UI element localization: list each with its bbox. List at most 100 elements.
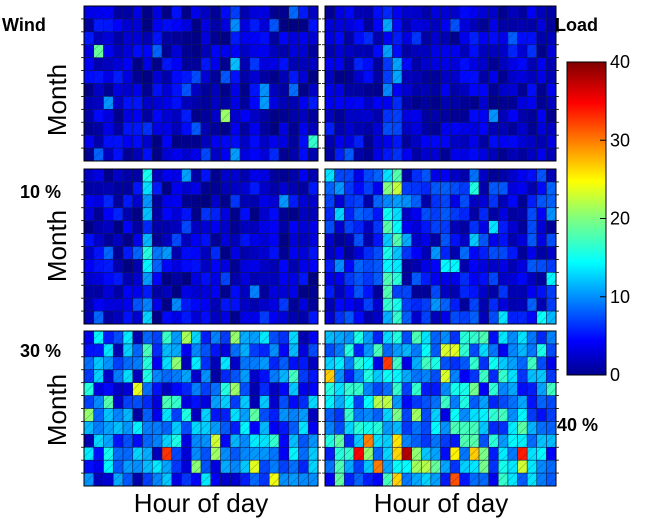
hatch-line xyxy=(325,331,362,368)
heatmap-cell xyxy=(334,31,345,46)
heatmap-cell xyxy=(151,134,163,149)
heatmap-cell xyxy=(142,284,153,299)
heatmap-cell xyxy=(488,310,499,325)
heatmap-cell xyxy=(420,207,432,222)
heatmap-cell xyxy=(536,434,547,448)
heatmap-cell xyxy=(83,421,95,435)
heatmap-cell xyxy=(249,83,260,97)
heatmap-cell xyxy=(151,44,163,59)
hatch-line xyxy=(84,6,157,79)
heatmap-cell xyxy=(103,356,114,371)
hatch-line xyxy=(270,438,318,486)
heatmap-cell xyxy=(353,220,365,235)
hatch-line xyxy=(325,169,452,296)
heatmap-cell xyxy=(220,459,231,474)
heatmap-cell xyxy=(546,297,557,312)
hatch-line xyxy=(108,331,265,486)
hatch-line xyxy=(325,6,443,124)
hatch-line xyxy=(376,6,533,161)
hatch-line xyxy=(358,169,515,324)
heatmap-cell xyxy=(122,421,134,435)
heatmap-cell xyxy=(363,220,374,235)
hatch-line xyxy=(325,6,362,43)
heatmap-cell xyxy=(536,121,547,136)
heatmap-panel-2 xyxy=(322,5,648,162)
hatch-line xyxy=(84,331,157,404)
hatch-line xyxy=(84,169,184,269)
heatmap-cell xyxy=(259,330,270,345)
hatch-line xyxy=(502,432,556,486)
hatch-line xyxy=(84,331,211,458)
heatmap-cell xyxy=(517,83,528,97)
heatmap-cell xyxy=(469,272,480,286)
heatmap-cell xyxy=(229,310,241,325)
heatmap-cell xyxy=(382,330,393,345)
heatmap-cell xyxy=(298,70,309,85)
hatch-line xyxy=(153,331,310,486)
hatch-line xyxy=(84,6,202,124)
hatch-line xyxy=(288,294,318,324)
heatmap-cell xyxy=(112,310,124,325)
heatmap-cell xyxy=(190,259,202,273)
heatmap-cell xyxy=(546,134,557,149)
heatmap-cell xyxy=(220,44,231,59)
heatmap-cell xyxy=(478,233,490,248)
heatmap-cell xyxy=(382,96,393,110)
hatch-line xyxy=(638,331,648,486)
hatch-line xyxy=(84,169,148,233)
heatmap-cell xyxy=(288,382,299,397)
hatch-line xyxy=(84,169,139,224)
hatch-line xyxy=(638,6,648,161)
heatmap-cell xyxy=(343,44,355,59)
heatmap-cell xyxy=(210,284,221,299)
hatch-line xyxy=(325,169,425,269)
heatmap-cell xyxy=(190,109,202,123)
heatmap-cell xyxy=(132,5,143,20)
hatch-line xyxy=(629,6,648,161)
hatch-line xyxy=(358,331,515,486)
heatmap-cell xyxy=(392,259,403,273)
heatmap-cell xyxy=(161,330,173,345)
hatch-line xyxy=(325,331,353,359)
heatmap-cell xyxy=(469,134,480,149)
heatmap-cell xyxy=(392,96,403,110)
hatch-line xyxy=(84,6,121,43)
heatmap-cell xyxy=(372,18,384,33)
heatmap-cell xyxy=(259,18,270,33)
heatmap-cell xyxy=(469,181,480,196)
heatmap-cell xyxy=(190,168,202,183)
heatmap-cell xyxy=(536,18,547,33)
hatch-line xyxy=(180,348,318,486)
heatmap-cell xyxy=(478,31,490,46)
hatch-line xyxy=(84,169,157,242)
hatch-line xyxy=(331,169,488,324)
heatmap-cell xyxy=(497,310,509,325)
heatmap-cell xyxy=(181,83,192,97)
heatmap-cell xyxy=(112,472,124,487)
heatmap-panel-1 xyxy=(81,5,321,162)
heatmap-cell xyxy=(469,330,480,345)
heatmap-cell xyxy=(324,330,336,345)
heatmap-cell xyxy=(459,421,470,435)
heatmap-cell xyxy=(151,181,163,196)
heatmap-cell xyxy=(132,57,143,72)
heatmap-cell xyxy=(249,434,260,448)
heatmap-cell xyxy=(546,194,557,209)
heatmap-cell xyxy=(210,369,221,384)
heatmap-cell xyxy=(343,121,355,136)
heatmap-cell xyxy=(210,446,221,461)
heatmap-cell xyxy=(459,272,470,286)
hatch-line xyxy=(403,333,556,486)
hatch-line xyxy=(84,331,229,476)
heatmap-cell xyxy=(93,181,104,196)
heatmap-cell xyxy=(249,96,260,110)
hatch-line xyxy=(153,169,310,324)
heatmap-cell xyxy=(488,472,499,487)
hatch-line xyxy=(325,169,371,215)
heatmap-cell xyxy=(83,272,95,286)
heatmap-cell xyxy=(239,246,251,260)
heatmap-cell xyxy=(324,121,336,136)
heatmap-cell xyxy=(249,57,260,72)
hatch-line xyxy=(325,6,353,34)
heatmap-cell xyxy=(411,44,422,59)
